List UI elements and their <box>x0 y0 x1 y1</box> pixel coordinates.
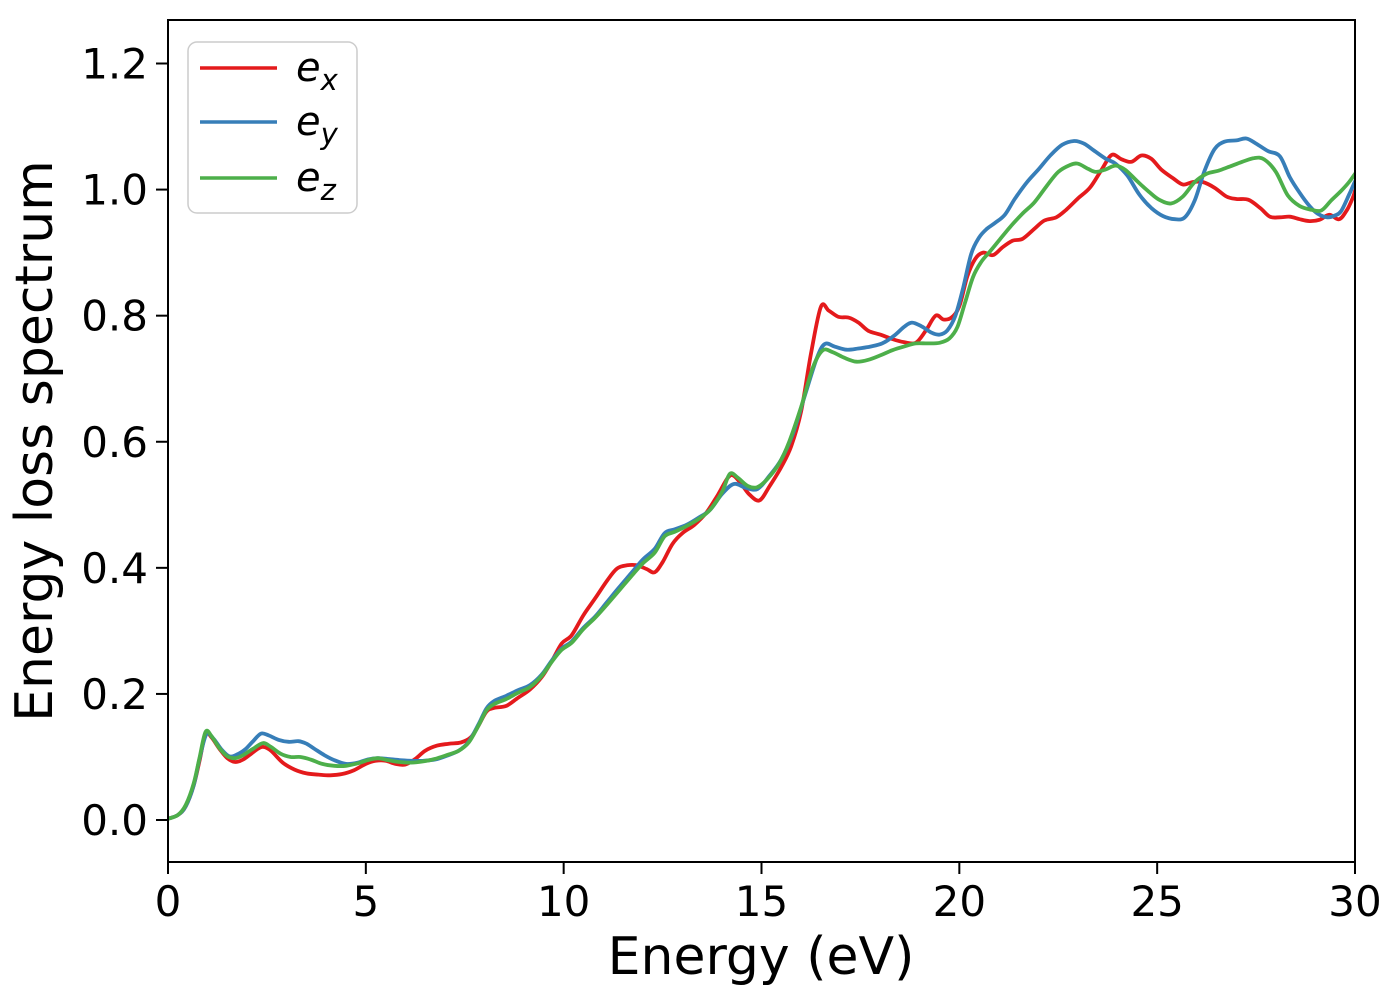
legend-box <box>187 41 358 214</box>
x-tick-label: 10 <box>537 877 590 926</box>
y-tick-label: 1.0 <box>81 166 148 215</box>
legend-label-e_y: ey <box>296 99 339 151</box>
x-axis-title: Energy (eV) <box>608 927 915 987</box>
x-tick-label: 20 <box>933 877 986 926</box>
legend-label-e_z: ez <box>296 155 337 207</box>
y-axis-ticks: 0.0 0.2 0.4 0.6 0.8 1.0 1.2 <box>81 39 168 845</box>
y-tick-label: 0.8 <box>81 292 148 341</box>
y-tick-label: 1.2 <box>81 39 148 88</box>
x-tick-label: 25 <box>1130 877 1183 926</box>
y-axis-title: Energy loss spectrum <box>5 160 65 722</box>
y-tick-label: 0.4 <box>81 544 148 593</box>
x-tick-label: 0 <box>155 877 182 926</box>
x-tick-label: 15 <box>735 877 788 926</box>
legend-item-e_y: ey <box>200 99 339 151</box>
y-tick-label: 0.6 <box>81 418 148 467</box>
series-line-e_z <box>168 155 1355 821</box>
x-tick-label: 5 <box>352 877 379 926</box>
series-line-e_x <box>168 152 1355 821</box>
legend-item-e_z: ez <box>200 155 337 207</box>
legend-label-e_x: ex <box>296 45 339 97</box>
y-tick-label: 0.2 <box>81 670 148 719</box>
axes-frame <box>167 19 1356 863</box>
x-axis-ticks: 0 5 10 15 20 25 30 <box>155 862 1382 926</box>
series-line-e_y <box>168 136 1355 821</box>
y-tick-label: 0.0 <box>81 796 148 845</box>
series-lines <box>168 136 1355 821</box>
legend-item-e_x: ex <box>200 45 339 97</box>
x-tick-label: 30 <box>1328 877 1381 926</box>
